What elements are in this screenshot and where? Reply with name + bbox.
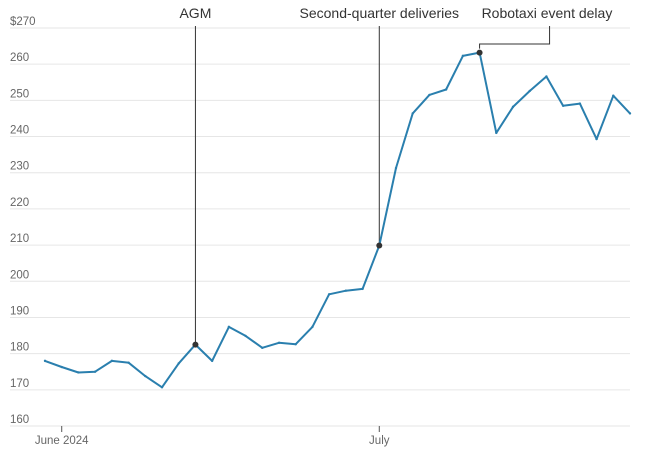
annotation-leader-2 <box>479 26 551 49</box>
data-point-29 <box>528 89 531 93</box>
data-point-11 <box>227 325 231 329</box>
y-tick-label-240: 240 <box>10 125 29 137</box>
x-tick-label-1: July <box>369 435 390 447</box>
data-point-17 <box>327 293 331 296</box>
data-point-34 <box>612 94 615 97</box>
data-point-27 <box>495 131 498 135</box>
annotation-marker-1 <box>376 242 383 249</box>
data-point-22 <box>411 112 414 115</box>
y-tick-label-160: 160 <box>10 414 29 426</box>
y-tick-label-260: 260 <box>10 52 29 64</box>
data-point-24 <box>444 88 448 91</box>
y-tick-label-170: 170 <box>10 378 29 390</box>
y-tick-label-200: 200 <box>10 269 29 281</box>
y-axis-tick-labels: 160 170 180 190 200 210 220 230 240 250 260 $270 <box>10 16 36 426</box>
data-point-19 <box>361 287 364 291</box>
data-point-28 <box>511 105 515 109</box>
data-point-16 <box>311 325 314 329</box>
data-point-10 <box>210 359 214 363</box>
y-tick-label-220: 220 <box>10 197 29 209</box>
data-point-31 <box>561 104 565 107</box>
data-point-32 <box>578 102 582 105</box>
annotation-marker-2 <box>476 49 483 56</box>
data-point-25 <box>461 54 465 58</box>
data-point-13 <box>261 346 264 350</box>
data-point-30 <box>545 75 548 78</box>
data-point-2 <box>77 371 80 374</box>
y-tick-label-180: 180 <box>10 342 29 354</box>
x-axis: June 2024 July <box>35 426 390 447</box>
x-tick-label-0: June 2024 <box>35 435 89 447</box>
y-tick-label-190: 190 <box>10 305 29 317</box>
data-point-1 <box>60 365 63 369</box>
data-point-5 <box>127 361 130 364</box>
y-tick-label-210: 210 <box>10 233 29 245</box>
y-tick-label-250: 250 <box>10 88 29 100</box>
data-point-8 <box>177 362 180 365</box>
y-tick-label-270: $270 <box>10 16 36 28</box>
data-point-15 <box>294 343 297 346</box>
data-point-4 <box>110 359 114 363</box>
data-point-35 <box>628 112 632 115</box>
data-point-12 <box>244 334 247 338</box>
annotations: AGM Second-quarter deliveries Robotaxi eve… <box>179 5 612 345</box>
data-point-7 <box>160 386 164 389</box>
annotation-label-0: AGM <box>179 5 211 21</box>
annotation-marker-0 <box>192 341 199 348</box>
annotation-label-2: Robotaxi event delay <box>482 5 613 21</box>
data-point-21 <box>394 166 398 170</box>
data-point-3 <box>93 370 97 373</box>
data-point-18 <box>344 289 348 292</box>
data-point-23 <box>428 93 431 97</box>
data-point-0 <box>43 359 47 363</box>
y-tick-label-230: 230 <box>10 161 29 173</box>
series-lines <box>43 51 632 389</box>
series-line-0 <box>44 51 631 389</box>
annotation-markers <box>192 49 483 348</box>
data-point-33 <box>595 137 598 141</box>
gridlines <box>10 27 630 427</box>
annotation-label-1: Second-quarter deliveries <box>300 5 460 21</box>
data-point-6 <box>144 374 147 378</box>
data-point-14 <box>277 341 281 344</box>
